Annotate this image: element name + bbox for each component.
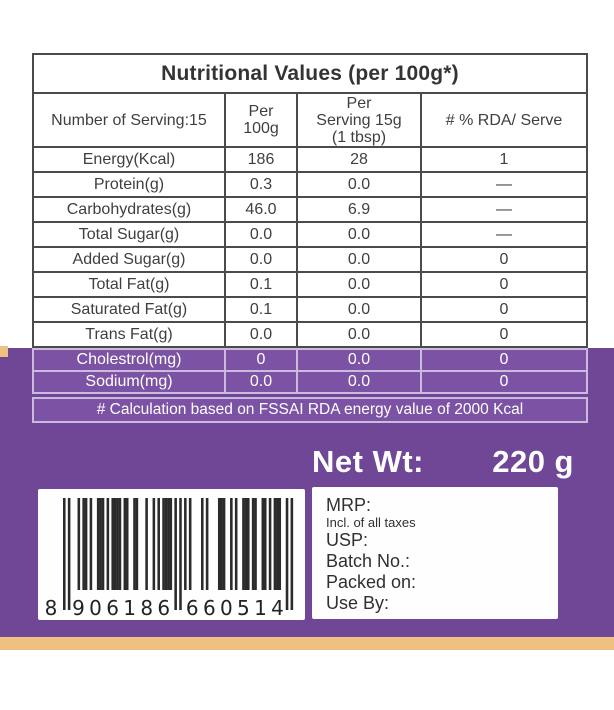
cell-rda: 0: [420, 273, 586, 296]
column-header-rda: # % RDA/ Serve: [420, 94, 586, 146]
batch-number-label: Batch No.:: [326, 551, 411, 571]
row-label: Protein(g): [93, 175, 165, 193]
cell-rda: 0: [420, 323, 586, 346]
cell-per-100g: 0.3: [224, 173, 296, 196]
cell-rda: 1: [420, 148, 586, 171]
table-row: Energy(Kcal) 186 28 1: [34, 146, 586, 171]
cell-per-100g: 0: [224, 350, 296, 370]
cell-per-serving: 0.0: [296, 350, 420, 370]
row-label: Total Sugar(g): [78, 225, 180, 243]
cell-per-serving: 0.0: [296, 298, 420, 321]
cell-per-serving: 0.0: [296, 248, 420, 271]
nutrition-table-highlight-section: Cholestrol(mg) 0 0.0 0 Sodium(mg) 0.0 0.0 0: [32, 348, 588, 394]
net-weight-label: Net Wt:: [312, 444, 424, 479]
cell-rda: 0: [420, 248, 586, 271]
cell-per-100g: 46.0: [224, 198, 296, 221]
table-body-white: Energy(Kcal) 186 28 1 Protein(g) 0.3 0.0— Carbo…: [34, 146, 586, 346]
cell-per-serving: 0.0: [296, 372, 420, 392]
ean13-barcode: 8 906186 660514: [45, 498, 294, 620]
cell-rda: —: [420, 198, 586, 221]
left-accent-tab: [0, 346, 8, 357]
nutrition-table-main-section: Nutritional Values (per 100g*) Number of…: [32, 53, 588, 348]
cell-rda: 0: [420, 350, 586, 370]
table-row: Saturated Fat(g) 0.1 0.0 0: [34, 296, 586, 321]
use-by-label: Use By:: [326, 593, 390, 613]
usp-label: USP:: [326, 530, 369, 550]
cell-per-100g: 0.0: [224, 223, 296, 246]
table-row: Sodium(mg) 0.0 0.0 0: [34, 370, 586, 392]
svg-text:906186: 906186: [72, 596, 170, 620]
table-row: Protein(g) 0.3 0.0—: [34, 171, 586, 196]
table-row: Cholestrol(mg) 0 0.0 0: [34, 350, 586, 370]
cell-per-100g: 0.0: [224, 323, 296, 346]
tax-note: Incl. of all taxes: [326, 515, 416, 530]
table-header-row: Number of Serving:15 Per 100g Per Servin…: [34, 92, 586, 146]
row-label: Saturated Fat(g): [70, 300, 188, 318]
row-label: Trans Fat(g): [85, 325, 173, 343]
row-label: Cholestrol(mg): [76, 351, 182, 368]
cell-per-serving: 0.0: [296, 323, 420, 346]
cell-rda: —: [420, 223, 586, 246]
cell-per-100g: 0.1: [224, 273, 296, 296]
row-label: Total Fat(g): [88, 275, 170, 293]
column-header-per-serving: Per Serving 15g (1 tbsp): [296, 94, 420, 146]
row-label: Energy(Kcal): [82, 150, 176, 168]
cell-rda: 0: [420, 372, 586, 392]
cell-per-100g: 0.1: [224, 298, 296, 321]
table-footnote: # Calculation based on FSSAI RDA energy …: [32, 397, 588, 423]
cell-rda: 0: [420, 298, 586, 321]
nutrition-table: Nutritional Values (per 100g*) Number of…: [32, 53, 588, 423]
cell-per-serving: 0.0: [296, 273, 420, 296]
net-weight: Net Wt: 220 g: [312, 444, 574, 480]
svg-text:660514: 660514: [186, 596, 284, 620]
svg-text:8: 8: [45, 596, 58, 620]
row-label: Carbohydrates(g): [66, 200, 192, 218]
column-header-per-100g: Per 100g: [224, 94, 296, 146]
cell-per-100g: 0.0: [224, 248, 296, 271]
product-info-box: MRP: Incl. of all taxes USP: Batch No.: …: [312, 487, 558, 619]
table-row: Added Sugar(g) 0.0 0.0 0: [34, 246, 586, 271]
mrp-label: MRP:: [326, 495, 371, 515]
net-weight-value: 220 g: [492, 444, 574, 479]
barcode-box: 8 906186 660514: [38, 489, 305, 620]
column-header-servings: Number of Serving:15: [51, 111, 207, 129]
cell-per-serving: 28: [296, 148, 420, 171]
cell-rda: —: [420, 173, 586, 196]
packed-on-label: Packed on:: [326, 572, 417, 592]
table-row: Carbohydrates(g) 46.0 6.9—: [34, 196, 586, 221]
table-row: Trans Fat(g) 0.0 0.0 0: [34, 321, 586, 346]
cell-per-serving: 0.0: [296, 173, 420, 196]
table-body-purple: Cholestrol(mg) 0 0.0 0 Sodium(mg) 0.0 0.0 0: [34, 350, 586, 392]
bottom-accent-strip: [0, 637, 614, 650]
cell-per-100g: 0.0: [224, 372, 296, 392]
cell-per-serving: 6.9: [296, 198, 420, 221]
table-row: Total Fat(g) 0.1 0.0 0: [34, 271, 586, 296]
cell-per-serving: 0.0: [296, 223, 420, 246]
row-label: Sodium(mg): [85, 373, 173, 390]
row-label: Added Sugar(g): [72, 250, 186, 268]
cell-per-100g: 186: [224, 148, 296, 171]
table-row: Total Sugar(g) 0.0 0.0—: [34, 221, 586, 246]
table-title: Nutritional Values (per 100g*): [161, 61, 459, 85]
